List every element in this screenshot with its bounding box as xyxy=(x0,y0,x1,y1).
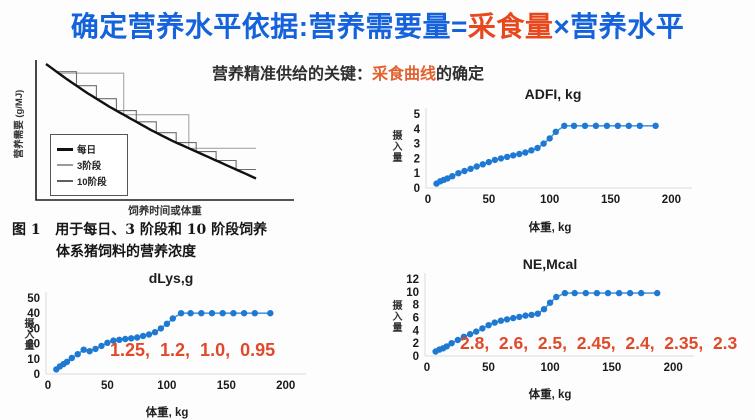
legend-label-3stage: 3阶段 xyxy=(77,161,102,172)
ne-y-axis-label: 摄入量 xyxy=(390,300,401,333)
svg-text:200: 200 xyxy=(664,362,683,374)
figure1-concept-diagram: 营养需要 (g/MJ) 饲养时间或体重 每日 3阶段 10阶段 xyxy=(6,56,312,218)
figure1-caption: 图 1 用于每日、3 阶段和 10 阶段饲养 体系猪饲料的营养浓度 xyxy=(12,219,322,264)
figure1-caption-line2: 体系猪饲料的营养浓度 xyxy=(56,244,196,261)
svg-text:150: 150 xyxy=(602,362,621,374)
svg-text:10: 10 xyxy=(406,287,419,299)
dlys-chart-title: dLys,g xyxy=(148,270,194,286)
svg-text:40: 40 xyxy=(27,308,40,320)
svg-text:3: 3 xyxy=(414,139,420,151)
svg-text:12: 12 xyxy=(406,274,419,286)
svg-text:5: 5 xyxy=(414,109,421,121)
svg-text:0: 0 xyxy=(425,194,431,206)
svg-text:8: 8 xyxy=(413,300,420,312)
svg-text:0: 0 xyxy=(45,380,51,392)
figure1-caption-line1: 图 1 用于每日、3 阶段和 10 阶段饲养 xyxy=(12,222,268,238)
svg-text:20: 20 xyxy=(27,339,40,351)
dlys-x-axis-label: 体重, kg xyxy=(145,407,189,419)
daily-line-icon xyxy=(57,147,73,151)
ne-energy-levels-annotation: 2.8, 2.6, 2.5, 2.45, 2.4, 2.35, 2.3 xyxy=(460,333,738,353)
subtitle-highlight: 采食曲线 xyxy=(371,66,436,83)
adfi-x-axis-label: 体重, kg xyxy=(528,222,572,234)
svg-text:0: 0 xyxy=(34,369,40,381)
dlys-chart: dLys,g 0 50 100 150 200 0 10 20 30 40 50 摄入量 体重, k… xyxy=(18,266,324,420)
figure1-legend: 每日 3阶段 10阶段 xyxy=(50,134,128,196)
figure1-x-axis-label: 饲养时间或体重 xyxy=(128,205,202,217)
svg-text:150: 150 xyxy=(601,194,620,206)
svg-text:200: 200 xyxy=(276,380,295,392)
svg-text:1: 1 xyxy=(414,168,421,180)
subtitle-part1: 营养精准供给的关键： xyxy=(211,66,372,83)
ne-chart-title: NE,Mcal xyxy=(522,256,578,272)
figure1-y-axis-label: 营养需要 (g/MJ) xyxy=(14,89,25,159)
svg-text:50: 50 xyxy=(482,362,495,374)
slide-title-part2: ×营养水平 xyxy=(553,11,685,42)
svg-text:0: 0 xyxy=(413,351,419,363)
adfi-plot-svg: 0 50 100 150 200 0 1 2 3 4 5 xyxy=(414,108,692,206)
ne-chart: NE,Mcal 0 50 100 150 200 0 2 4 6 8 10 12 摄入量 体重, kg… xyxy=(386,252,755,420)
legend-item-10stage: 10阶段 xyxy=(57,174,121,188)
dlys-lysine-levels-annotation: 1.25, 1.2, 1.0, 0.95 xyxy=(110,340,276,360)
svg-text:0: 0 xyxy=(424,362,430,374)
dlys-y-axis-label: 摄入量 xyxy=(22,318,33,351)
svg-text:200: 200 xyxy=(662,194,681,206)
svg-text:0: 0 xyxy=(414,183,420,195)
slide-title-highlight: 采食量 xyxy=(467,11,554,42)
svg-text:6: 6 xyxy=(413,313,419,325)
svg-text:30: 30 xyxy=(27,323,40,335)
ten-stage-line-icon xyxy=(57,180,73,182)
svg-text:4: 4 xyxy=(413,325,420,337)
ne-x-axis-label: 体重, kg xyxy=(528,389,572,401)
svg-text:2: 2 xyxy=(413,338,419,350)
svg-text:4: 4 xyxy=(414,124,421,136)
subtitle: 营养精准供给的关键：采食曲线的确定 xyxy=(183,60,513,84)
legend-item-3stage: 3阶段 xyxy=(57,158,121,172)
legend-label-10stage: 10阶段 xyxy=(77,177,107,188)
svg-text:100: 100 xyxy=(540,194,559,206)
svg-text:150: 150 xyxy=(217,380,236,392)
svg-text:50: 50 xyxy=(482,194,495,206)
svg-text:50: 50 xyxy=(27,293,40,305)
subtitle-part2: 的确定 xyxy=(436,66,485,83)
dlys-plot-svg: 0 50 100 150 200 0 10 20 30 40 50 xyxy=(27,292,306,392)
slide-title: 确定营养水平依据:营养需要量=采食量×营养水平 xyxy=(0,5,755,45)
adfi-chart: ADFI, kg 0 50 100 150 200 0 1 2 3 4 5 摄入量 体重, kg xyxy=(386,84,720,238)
three-stage-line-icon xyxy=(57,164,73,166)
svg-text:50: 50 xyxy=(101,380,114,392)
svg-text:10: 10 xyxy=(27,354,40,366)
adfi-y-axis-label: 摄入量 xyxy=(390,130,401,163)
legend-label-daily: 每日 xyxy=(77,145,97,156)
slide-title-part1: 确定营养水平依据:营养需要量= xyxy=(70,11,468,42)
svg-text:100: 100 xyxy=(157,380,176,392)
svg-text:2: 2 xyxy=(414,153,420,165)
adfi-chart-title: ADFI, kg xyxy=(524,86,582,102)
figure1-plot-svg xyxy=(35,60,294,201)
legend-item-daily: 每日 xyxy=(57,142,121,156)
svg-text:100: 100 xyxy=(541,362,560,374)
